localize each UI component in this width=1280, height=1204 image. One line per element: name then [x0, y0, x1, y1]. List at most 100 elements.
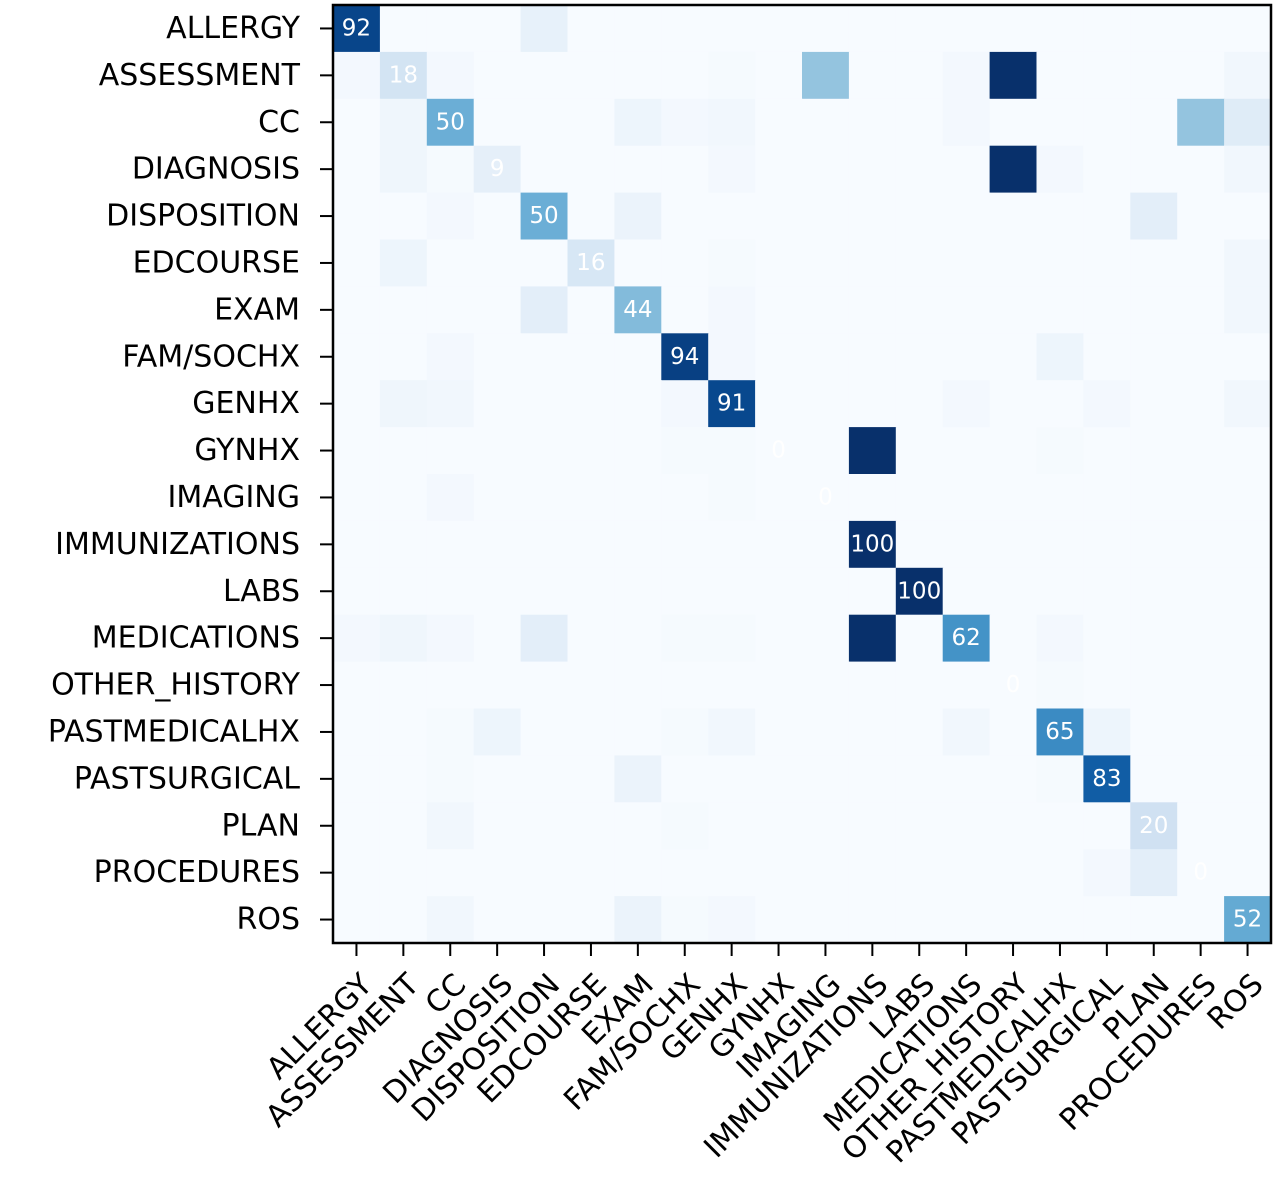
heatmap-cell-17-2	[426, 802, 475, 850]
heatmap-cell-14-15	[1036, 661, 1084, 710]
heatmap-cell-16-19	[1224, 755, 1272, 803]
heatmap-cell-15-11	[848, 708, 897, 756]
y-tick-label: PASTSURGICAL	[74, 761, 300, 796]
heatmap-cell-11-1	[379, 520, 428, 569]
x-tick-label: ROS	[1201, 967, 1271, 1037]
y-tick-label: FAM/SOCHX	[122, 339, 300, 374]
heatmap-cell-18-6	[614, 849, 662, 897]
heatmap-cell-13-13	[942, 614, 991, 663]
heatmap-cell-3-14	[989, 145, 1038, 194]
heatmap-cell-5-1	[379, 239, 428, 287]
heatmap-cell-14-16	[1083, 661, 1131, 710]
heatmap-cell-18-2	[426, 849, 475, 897]
heatmap-cell-0-15	[1036, 5, 1084, 53]
heatmap-cell-16-10	[802, 755, 850, 803]
heatmap-cell-3-13	[942, 145, 991, 194]
heatmap-cell-2-7	[661, 98, 709, 147]
heatmap-cell-8-19	[1224, 380, 1272, 428]
heatmap-cell-13-15	[1036, 614, 1084, 663]
heatmap-cell-14-7	[661, 661, 709, 710]
heatmap-cell-4-18	[1177, 192, 1225, 241]
heatmap-cell-9-18	[1177, 427, 1225, 475]
cell-annotation-0: 92	[342, 15, 371, 41]
heatmap-cell-12-7	[661, 567, 709, 616]
heatmap-cell-8-1	[379, 380, 428, 428]
heatmap-cell-18-15	[1036, 849, 1084, 897]
heatmap-cell-7-15	[1036, 333, 1084, 381]
heatmap-cell-8-6	[614, 380, 662, 428]
cell-annotation-4: 50	[529, 203, 558, 229]
heatmap-cell-16-15	[1036, 755, 1084, 803]
heatmap-cell-0-4	[520, 5, 569, 53]
heatmap-cell-2-6	[614, 98, 662, 147]
heatmap-cell-19-5	[567, 896, 615, 944]
heatmap-cell-13-2	[426, 614, 475, 663]
heatmap-cell-19-1	[379, 896, 428, 944]
heatmap-cell-17-14	[989, 802, 1038, 850]
heatmap-cell-7-4	[520, 333, 569, 381]
heatmap-cell-10-8	[708, 474, 756, 522]
heatmap-cell-10-17	[1130, 474, 1178, 522]
heatmap-cell-3-2	[426, 145, 475, 194]
heatmap-cell-7-2	[426, 333, 475, 381]
heatmap-cell-3-10	[802, 145, 850, 194]
cell-annotation-9: 0	[771, 438, 786, 464]
heatmap-cell-4-5	[567, 192, 615, 241]
heatmap-cell-12-4	[520, 567, 569, 616]
heatmap-cell-0-12	[895, 5, 944, 53]
heatmap-cell-14-18	[1177, 661, 1225, 710]
heatmap-cell-10-1	[379, 474, 428, 522]
heatmap-cell-14-4	[520, 661, 569, 710]
heatmap-cell-7-8	[708, 333, 756, 381]
heatmap-cell-18-1	[379, 849, 428, 897]
heatmap-cell-18-8	[708, 849, 756, 897]
heatmap-cell-10-2	[426, 474, 475, 522]
heatmap-cell-9-4	[520, 427, 569, 475]
heatmap-cell-5-6	[614, 239, 662, 287]
heatmap-cell-17-6	[614, 802, 662, 850]
heatmap-cell-18-11	[848, 849, 897, 897]
y-tick-label: GENHX	[192, 386, 300, 421]
heatmap-cell-15-4	[520, 708, 569, 756]
heatmap-cell-9-14	[989, 427, 1038, 475]
heatmap-cell-16-2	[426, 755, 475, 803]
heatmap-cell-13-0	[333, 614, 381, 663]
y-tick-label: GYNHX	[194, 433, 300, 468]
heatmap-cell-5-10	[802, 239, 850, 287]
heatmap-cell-13-9	[755, 614, 803, 663]
heatmap-cell-4-4	[520, 192, 569, 241]
heatmap-cell-18-3	[473, 849, 522, 897]
heatmap-cell-3-12	[895, 145, 944, 194]
heatmap-cell-10-15	[1036, 474, 1084, 522]
heatmap-cell-6-19	[1224, 286, 1272, 334]
heatmap-cell-9-11	[848, 427, 897, 475]
heatmap-cell-13-7	[661, 614, 709, 663]
heatmap-cell-6-15	[1036, 286, 1084, 334]
heatmap-cell-6-18	[1177, 286, 1225, 334]
cell-annotation-7: 94	[670, 344, 699, 370]
heatmap-cell-13-11	[848, 614, 897, 663]
heatmap-cell-14-10	[802, 661, 850, 710]
heatmap-cell-19-16	[1083, 896, 1131, 944]
heatmap-cell-18-19	[1224, 849, 1272, 897]
heatmap-cell-14-19	[1224, 661, 1272, 710]
heatmap-cell-13-17	[1130, 614, 1178, 663]
heatmap-cell-0-13	[942, 5, 991, 53]
heatmap-cell-2-11	[848, 98, 897, 147]
heatmap-cell-6-3	[473, 286, 522, 334]
heatmap-cell-11-19	[1224, 520, 1272, 569]
heatmap-cell-19-14	[989, 896, 1038, 944]
heatmap-cell-2-8	[708, 98, 756, 147]
y-tick-label: ASSESSMENT	[99, 58, 301, 93]
heatmap-cell-10-19	[1224, 474, 1272, 522]
heatmap-cell-0-7	[661, 5, 709, 53]
heatmap-cell-14-2	[426, 661, 475, 710]
cell-annotation-3: 9	[490, 156, 505, 182]
heatmap-cell-18-12	[895, 849, 944, 897]
heatmap-cell-19-2	[426, 896, 475, 944]
heatmap-cell-8-10	[802, 380, 850, 428]
heatmap-cell-19-10	[802, 896, 850, 944]
heatmap-cell-8-17	[1130, 380, 1178, 428]
heatmap-cell-7-5	[567, 333, 615, 381]
